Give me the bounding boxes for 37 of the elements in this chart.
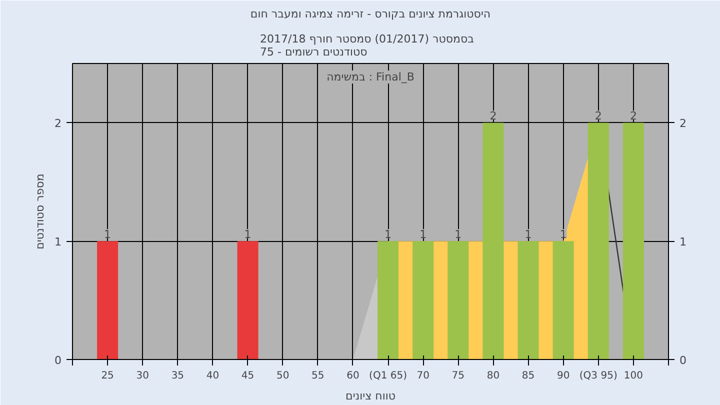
data-label: 2 <box>630 110 637 123</box>
x-tick-label: 35 <box>171 370 184 382</box>
chart-title: היסטוגרמת ציונים בקורס - זרימה צמיגה ומעבר חום <box>250 8 491 20</box>
y-tick-label: 1 <box>54 236 62 249</box>
x-tick-label: 55 <box>312 370 324 382</box>
data-label: 2 <box>490 110 497 123</box>
x-tick-label: 80 <box>486 370 500 382</box>
data-label: 1 <box>384 228 392 242</box>
y-tick-label: 2 <box>54 117 62 130</box>
data-label: 1 <box>104 228 112 242</box>
x-tick-label: (Q3 95) <box>579 370 618 382</box>
x-tick-label: 25 <box>101 370 114 382</box>
x-tick-label: 40 <box>206 370 220 382</box>
x-tick-label: 70 <box>416 370 430 382</box>
x-tick-label: 75 <box>452 370 465 382</box>
data-label: 1 <box>454 228 462 242</box>
x-tick-label: 100 <box>624 370 643 382</box>
x-tick-label: (Q1 65) <box>369 370 408 382</box>
data-label: 2 <box>594 110 602 123</box>
y2-tick-label: 1 <box>680 236 686 249</box>
data-label: 1 <box>560 228 567 242</box>
x-tick-label: 60 <box>346 370 360 382</box>
annotation: במשימה : Final_B <box>326 70 414 84</box>
x-tick-label: 85 <box>522 370 535 382</box>
x-axis-title: טווח ציונים <box>346 390 396 402</box>
y2-tick-label: 2 <box>680 117 686 130</box>
data-label: 1 <box>244 228 252 242</box>
y2-tick-label: 0 <box>680 354 686 367</box>
data-label: 1 <box>420 228 427 242</box>
data-label: 1 <box>524 228 532 242</box>
y-tick-label: 0 <box>54 354 62 367</box>
x-tick-label: 50 <box>276 370 290 382</box>
chart-subtitle: בסמסטר (01/2017) סמסטר חורף 2017/18 סטודנטים רשומים - 75 <box>260 32 474 58</box>
x-tick-label: 90 <box>556 370 570 382</box>
x-tick-label: 45 <box>241 370 254 382</box>
x-tick-label: 30 <box>136 370 149 382</box>
y-axis-title: מספר סטודנטים <box>34 174 46 250</box>
